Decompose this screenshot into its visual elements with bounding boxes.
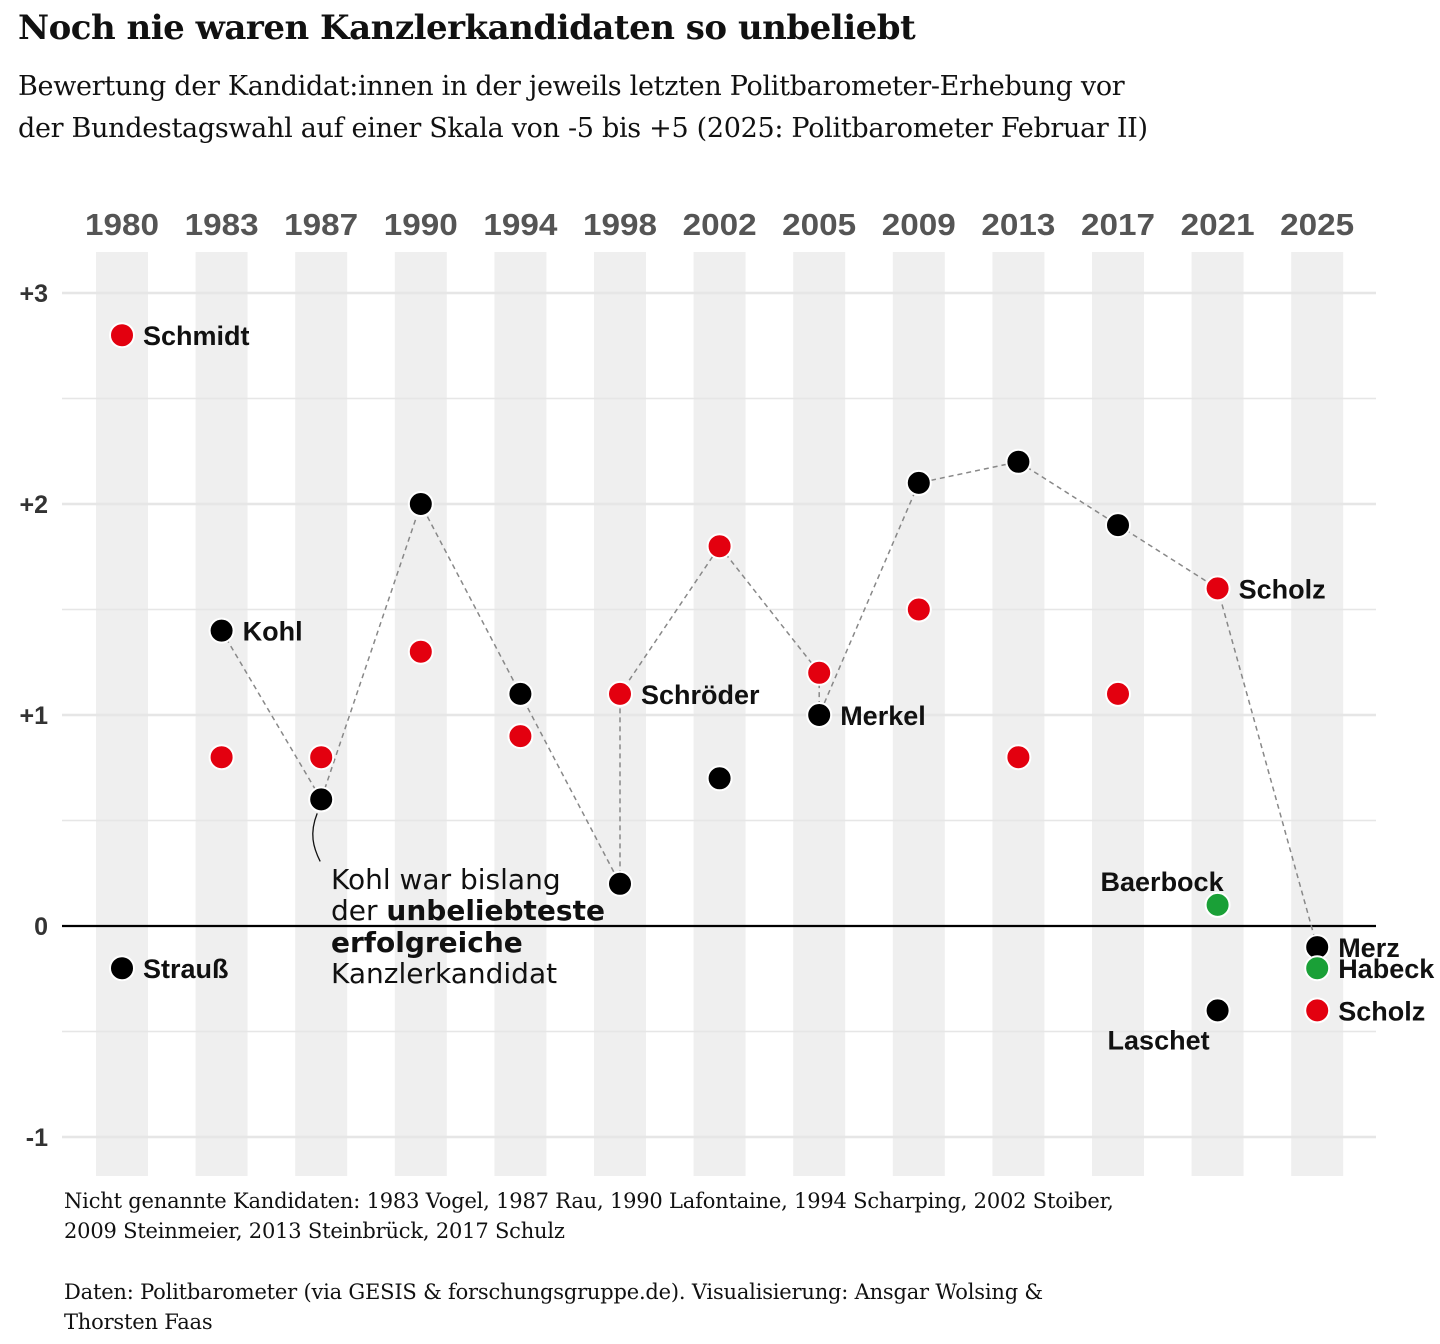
data-point-gruene-2025 bbox=[1304, 955, 1331, 982]
y-tick-label: +3 bbox=[19, 280, 48, 308]
x-tick-label-2002: 2002 bbox=[683, 207, 757, 242]
point-label-scholz-2021: Scholz bbox=[1239, 574, 1326, 604]
data-point-union-2017 bbox=[1105, 512, 1131, 539]
footnote-other-candidates-line-1: Nicht genannte Kandidaten: 1983 Vogel, 1… bbox=[64, 1189, 1114, 1213]
data-point-union-2021 bbox=[1204, 997, 1231, 1024]
data-point-union-1994 bbox=[507, 680, 534, 707]
x-tick-label-1990: 1990 bbox=[384, 207, 458, 242]
data-point-union-2005 bbox=[806, 702, 833, 728]
data-point-spd-1983 bbox=[208, 744, 235, 771]
y-tick-label: -1 bbox=[26, 1124, 48, 1152]
subtitle-line-2: der Bundestagswahl auf einer Skala von -… bbox=[18, 113, 1148, 144]
x-tick-label-1994: 1994 bbox=[483, 207, 558, 242]
winners-connector-line bbox=[220, 461, 1318, 948]
point-label-schmidt-1980: Schmidt bbox=[143, 321, 250, 351]
x-tick-label-1980: 1980 bbox=[85, 207, 159, 242]
annotation-line-2: der unbeliebteste bbox=[331, 894, 605, 927]
x-tick-label-2009: 2009 bbox=[882, 207, 956, 242]
x-tick-label-1987: 1987 bbox=[284, 207, 358, 242]
data-point-spd-1980 bbox=[109, 322, 135, 349]
annotation-line-4: Kanzlerkandidat bbox=[331, 957, 557, 990]
annotation-line-2-normal: der bbox=[331, 894, 386, 927]
data-point-gruene-2021 bbox=[1204, 891, 1231, 918]
data-point-spd-2013 bbox=[1005, 744, 1032, 771]
point-label-kohl-1983: Kohl bbox=[243, 617, 303, 647]
x-tick-label-1998: 1998 bbox=[583, 207, 657, 242]
data-point-spd-1998 bbox=[607, 680, 633, 707]
x-tick-label-2025: 2025 bbox=[1280, 207, 1354, 242]
chart-title: Noch nie waren Kanzlerkandidaten so unbe… bbox=[18, 8, 916, 48]
data-point-union-1998 bbox=[607, 870, 633, 897]
data-point-spd-1990 bbox=[407, 638, 434, 665]
data-point-union-1987 bbox=[308, 786, 335, 813]
footnote-source-line-2: Thorsten Faas bbox=[64, 1310, 213, 1334]
data-point-union-1983 bbox=[208, 617, 235, 644]
chart-subtitle: Bewertung der Kandidat:innen in der jewe… bbox=[18, 66, 1418, 150]
point-label-merz-2025: Merz bbox=[1338, 933, 1400, 963]
data-point-union-2002 bbox=[706, 765, 733, 792]
point-label-laschet-2021: Laschet bbox=[1108, 1025, 1210, 1055]
y-tick-label: +2 bbox=[19, 491, 48, 519]
data-point-spd-2017 bbox=[1105, 680, 1131, 707]
x-tick-label-1983: 1983 bbox=[185, 207, 259, 242]
y-tick-label: +1 bbox=[19, 702, 48, 730]
x-tick-label-2013: 2013 bbox=[981, 207, 1055, 242]
data-point-union-1990 bbox=[407, 491, 434, 517]
x-tick-label-2017: 2017 bbox=[1081, 207, 1155, 242]
point-label-scholz-2025: Scholz bbox=[1338, 996, 1425, 1026]
data-point-spd-2005 bbox=[806, 659, 833, 686]
footnote-other-candidates-line-2: 2009 Steinmeier, 2013 Steinbrück, 2017 S… bbox=[64, 1219, 565, 1243]
point-label-merkel-2005: Merkel bbox=[840, 701, 926, 731]
subtitle-line-1: Bewertung der Kandidat:innen in der jewe… bbox=[18, 71, 1125, 102]
footnote-source: Daten: Politbarometer (via GESIS & forsc… bbox=[64, 1277, 1043, 1337]
data-point-spd-2009 bbox=[905, 596, 932, 623]
data-point-union-1980 bbox=[109, 955, 135, 982]
point-label-baerbock-2021: Baerbock bbox=[1101, 867, 1225, 897]
point-label-habeck-2025: Habeck bbox=[1338, 954, 1435, 984]
annotation-connector bbox=[312, 813, 321, 862]
footnote-source-line-1: Daten: Politbarometer (via GESIS & forsc… bbox=[64, 1280, 1043, 1304]
footnote-other-candidates: Nicht genannte Kandidaten: 1983 Vogel, 1… bbox=[64, 1186, 1114, 1246]
data-point-spd-1987 bbox=[308, 744, 335, 771]
data-point-spd-1994 bbox=[507, 723, 534, 750]
point-label-strau-1980: Strauß bbox=[143, 954, 229, 984]
data-point-union-2009 bbox=[905, 469, 932, 496]
data-point-spd-2025 bbox=[1304, 997, 1331, 1024]
annotation-line-2-bold: unbeliebteste bbox=[386, 894, 605, 927]
y-tick-label: 0 bbox=[34, 913, 48, 941]
data-point-spd-2002 bbox=[706, 533, 733, 560]
annotation-line-3: erfolgreiche bbox=[331, 926, 523, 959]
data-point-union-2013 bbox=[1005, 448, 1032, 475]
x-tick-label-2021: 2021 bbox=[1181, 207, 1255, 242]
annotation-line-1: Kohl war bislang bbox=[331, 863, 561, 896]
point-label-schrder-1998: Schröder bbox=[641, 680, 760, 710]
x-tick-label-2005: 2005 bbox=[782, 207, 856, 242]
data-point-spd-2021 bbox=[1204, 575, 1231, 602]
